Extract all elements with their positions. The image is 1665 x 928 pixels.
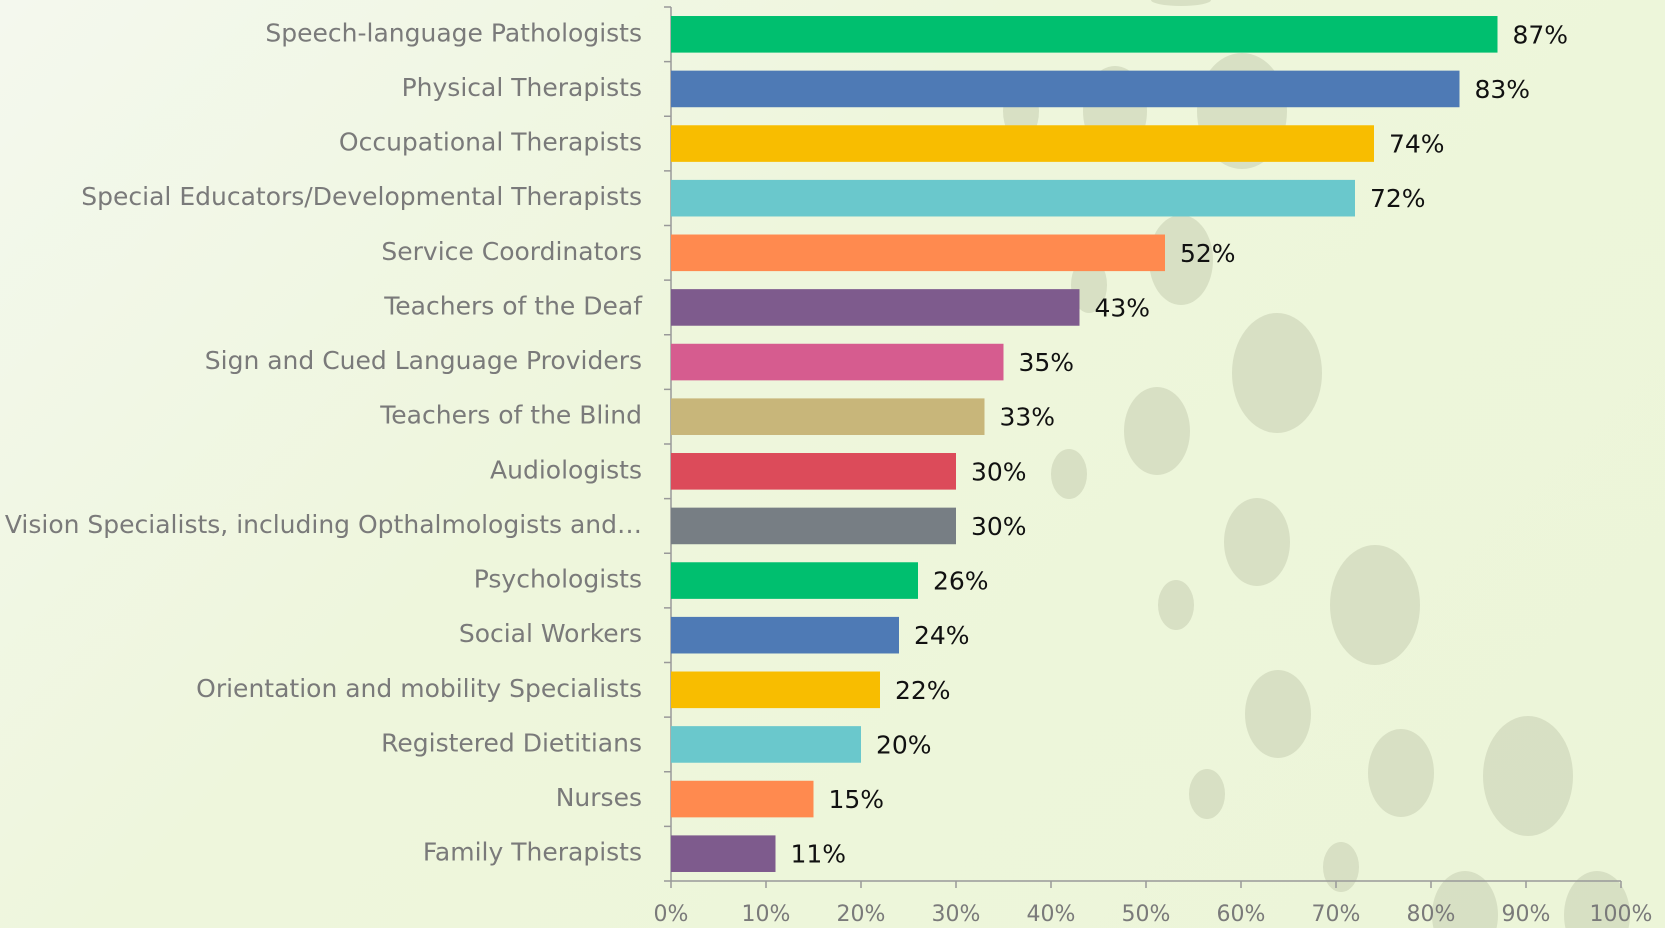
bar <box>671 726 861 763</box>
bar <box>671 235 1165 272</box>
value-label: 20% <box>876 730 932 759</box>
x-tick-label: 90% <box>1502 902 1551 927</box>
y-tick-label: Audiologists <box>490 455 642 484</box>
value-label: 74% <box>1389 130 1445 159</box>
value-label: 30% <box>971 457 1027 486</box>
x-tick-label: 0% <box>654 902 689 927</box>
x-tick-label: 20% <box>837 902 886 927</box>
bar <box>671 835 776 872</box>
y-tick-label: Teachers of the Blind <box>379 401 642 430</box>
y-tick-label: Service Coordinators <box>381 237 642 266</box>
value-label: 26% <box>933 567 989 596</box>
value-label: 43% <box>1095 293 1151 322</box>
value-label: 24% <box>914 621 970 650</box>
bar <box>671 71 1460 108</box>
bar <box>671 16 1498 53</box>
value-label: 87% <box>1513 20 1569 49</box>
value-label: 33% <box>1000 403 1056 432</box>
bar <box>671 398 985 435</box>
x-tick-label: 40% <box>1027 902 1076 927</box>
bar <box>671 125 1374 162</box>
y-tick-label: Nurses <box>556 783 642 812</box>
bar <box>671 289 1080 326</box>
y-tick-label: Orientation and mobility Specialists <box>196 674 642 703</box>
value-label: 30% <box>971 512 1027 541</box>
x-tick-label: 80% <box>1407 902 1456 927</box>
bar <box>671 781 814 818</box>
chart: 0% 10% 20% 30% 40% 50% 60% 70% 80% 90% 100% Speech-… <box>0 0 1665 928</box>
x-tick-label: 10% <box>742 902 791 927</box>
y-tick-label: Psychologists <box>474 565 642 594</box>
x-tick-label: 50% <box>1122 902 1171 927</box>
value-label: 52% <box>1180 239 1236 268</box>
value-label: 83% <box>1475 75 1531 104</box>
y-tick-label: Speech-language Pathologists <box>265 18 642 47</box>
y-tick-label: Family Therapists <box>423 838 642 867</box>
x-tick-label: 70% <box>1312 902 1361 927</box>
value-label: 35% <box>1019 348 1075 377</box>
x-tick-label: 60% <box>1217 902 1266 927</box>
y-tick-label: Vision Specialists, including Opthalmolo… <box>5 510 642 539</box>
bar <box>671 672 880 709</box>
y-tick-label: Teachers of the Deaf <box>383 291 643 320</box>
bar <box>671 344 1004 381</box>
value-label: 22% <box>895 676 951 705</box>
y-tick-label: Social Workers <box>459 619 642 648</box>
bar <box>671 562 918 599</box>
value-label: 72% <box>1370 184 1426 213</box>
value-label: 11% <box>791 840 847 869</box>
x-tick-label: 100% <box>1590 902 1653 927</box>
bar <box>671 508 956 545</box>
y-tick-label: Occupational Therapists <box>339 128 642 157</box>
bar <box>671 180 1355 217</box>
y-tick-label: Special Educators/Developmental Therapis… <box>81 182 642 211</box>
y-tick-label: Physical Therapists <box>402 73 642 102</box>
y-tick-label: Registered Dietitians <box>381 728 642 757</box>
value-label: 15% <box>829 785 885 814</box>
y-tick-label: Sign and Cued Language Providers <box>205 346 642 375</box>
x-tick-label: 30% <box>932 902 981 927</box>
bar <box>671 453 956 490</box>
bar <box>671 617 899 654</box>
